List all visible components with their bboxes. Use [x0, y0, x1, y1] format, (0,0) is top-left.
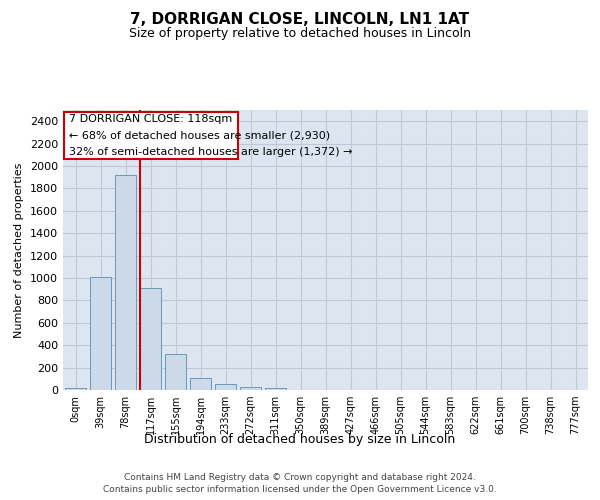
Bar	[165, 354, 186, 390]
Bar	[215, 384, 236, 390]
Text: Contains public sector information licensed under the Open Government Licence v3: Contains public sector information licen…	[103, 485, 497, 494]
Bar	[240, 387, 261, 390]
FancyBboxPatch shape	[64, 112, 238, 160]
Text: Contains HM Land Registry data © Crown copyright and database right 2024.: Contains HM Land Registry data © Crown c…	[124, 472, 476, 482]
Text: Size of property relative to detached houses in Lincoln: Size of property relative to detached ho…	[129, 28, 471, 40]
Bar	[140, 288, 161, 390]
Bar	[190, 378, 211, 390]
Bar	[65, 388, 86, 390]
Y-axis label: Number of detached properties: Number of detached properties	[14, 162, 25, 338]
Bar	[90, 277, 111, 390]
Text: 7 DORRIGAN CLOSE: 118sqm: 7 DORRIGAN CLOSE: 118sqm	[69, 114, 232, 124]
Text: ← 68% of detached houses are smaller (2,930): ← 68% of detached houses are smaller (2,…	[69, 131, 330, 141]
Text: 7, DORRIGAN CLOSE, LINCOLN, LN1 1AT: 7, DORRIGAN CLOSE, LINCOLN, LN1 1AT	[130, 12, 470, 28]
Text: Distribution of detached houses by size in Lincoln: Distribution of detached houses by size …	[145, 432, 455, 446]
Text: 32% of semi-detached houses are larger (1,372) →: 32% of semi-detached houses are larger (…	[69, 148, 352, 158]
Bar	[265, 388, 286, 390]
Bar	[115, 175, 136, 390]
